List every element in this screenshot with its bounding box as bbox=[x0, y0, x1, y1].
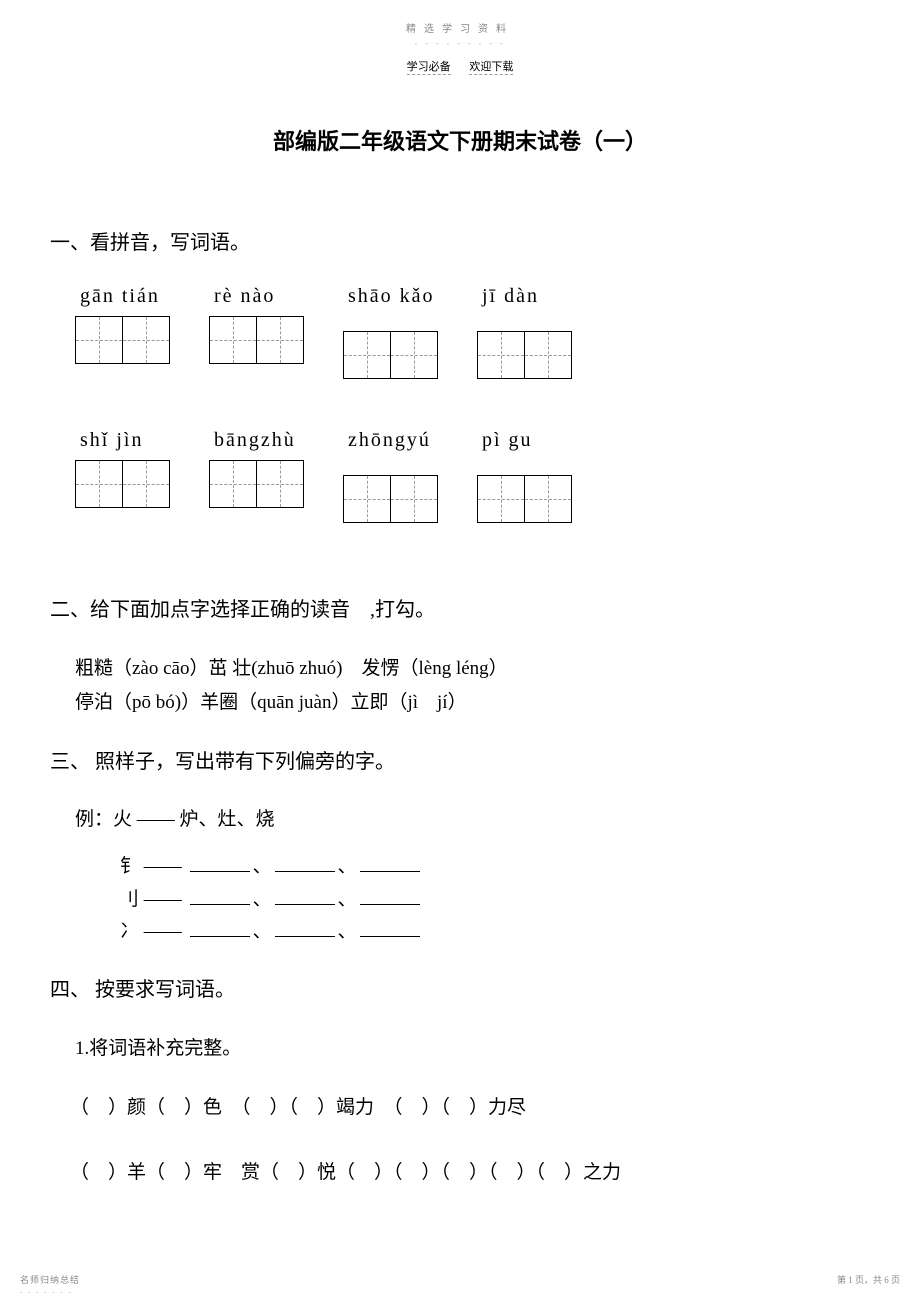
char-box bbox=[343, 475, 391, 523]
section4-line2: （ ）羊（ ）牢 赏（ ）悦（ ）（ ）（ ）（ ）（ ）之力 bbox=[70, 1156, 870, 1190]
section3-example: 例：火 —— 炉、灶、烧 bbox=[75, 804, 870, 831]
pinyin-text: shǐ jìn bbox=[80, 429, 143, 452]
section4-line1: （ ）颜（ ）色 （ ）（ ）竭力 （ ）（ ）力尽 bbox=[70, 1091, 870, 1125]
char-boxes bbox=[477, 475, 571, 523]
pinyin-text: pì gu bbox=[482, 429, 533, 452]
section2-heading: 二、给下面加点字选择正确的读音 ,打勾。 bbox=[50, 593, 870, 622]
pinyin-item: shāo kǎo bbox=[343, 285, 437, 379]
pinyin-text: jī dàn bbox=[482, 285, 539, 308]
char-boxes bbox=[75, 316, 169, 364]
section4-heading: 四、 按要求写词语。 bbox=[50, 973, 870, 1002]
char-box bbox=[122, 460, 170, 508]
section2-line2: 停泊（pō bó)）羊圈（quān juàn）立即（jì jí） bbox=[75, 686, 870, 720]
char-box bbox=[256, 460, 304, 508]
pinyin-item: gān tián bbox=[75, 285, 169, 379]
pinyin-item: bāngzhù bbox=[209, 429, 303, 523]
footer-dots: - - - - - - - bbox=[20, 1288, 73, 1296]
char-box bbox=[390, 331, 438, 379]
char-boxes bbox=[209, 460, 303, 508]
char-box bbox=[524, 475, 572, 523]
pinyin-row-1: gān tián rè nào shāo kǎo jī dàn bbox=[75, 285, 870, 379]
char-box bbox=[209, 460, 257, 508]
document-title: 部编版二年级语文下册期末试卷（一） bbox=[50, 124, 870, 156]
char-box bbox=[343, 331, 391, 379]
char-boxes bbox=[477, 331, 571, 379]
pinyin-item: zhōngyú bbox=[343, 429, 437, 523]
char-box bbox=[390, 475, 438, 523]
top-header: 精选学习资料 bbox=[50, 20, 870, 35]
char-boxes bbox=[343, 475, 437, 523]
char-box bbox=[75, 460, 123, 508]
char-box bbox=[477, 475, 525, 523]
section2-line1: 粗糙（zào cāo）茁 壮(zhuō zhuó) 发愣（lèng léng） bbox=[75, 652, 870, 686]
char-boxes bbox=[209, 316, 303, 364]
pinyin-text: rè nào bbox=[214, 285, 275, 308]
char-box bbox=[122, 316, 170, 364]
radicals: 钅 —— 、、刂 —— 、、冫 —— 、、 bbox=[50, 851, 870, 948]
pinyin-item: shǐ jìn bbox=[75, 429, 169, 523]
pinyin-row-2: shǐ jìn bāngzhù zhōngyú pì gu bbox=[75, 429, 870, 523]
char-boxes bbox=[75, 460, 169, 508]
footer-right: 第 1 页，共 6 页 bbox=[837, 1273, 900, 1286]
pinyin-text: zhōngyú bbox=[348, 429, 431, 452]
pinyin-text: bāngzhù bbox=[214, 429, 296, 452]
radical-line: 刂 —— 、、 bbox=[120, 884, 870, 916]
header-dots: - - - - - - - - - bbox=[50, 39, 870, 48]
section4-sub: 1.将词语补充完整。 bbox=[75, 1032, 870, 1066]
char-box bbox=[477, 331, 525, 379]
pinyin-text: gān tián bbox=[80, 285, 160, 308]
char-box bbox=[524, 331, 572, 379]
pinyin-text: shāo kǎo bbox=[348, 285, 435, 308]
footer: 名师归纳总结 第 1 页，共 6 页 bbox=[0, 1273, 920, 1286]
char-box bbox=[75, 316, 123, 364]
pinyin-item: jī dàn bbox=[477, 285, 571, 379]
section1-heading: 一、看拼音，写词语。 bbox=[50, 226, 870, 255]
pinyin-item: pì gu bbox=[477, 429, 571, 523]
radical-line: 冫 —— 、、 bbox=[120, 916, 870, 948]
sub-right: 欢迎下载 bbox=[469, 61, 513, 75]
char-box bbox=[209, 316, 257, 364]
char-boxes bbox=[343, 331, 437, 379]
section3-heading: 三、 照样子，写出带有下列偏旁的字。 bbox=[50, 745, 870, 774]
char-box bbox=[256, 316, 304, 364]
radical-line: 钅 —— 、、 bbox=[120, 851, 870, 883]
pinyin-item: rè nào bbox=[209, 285, 303, 379]
sub-left: 学习必备 bbox=[407, 61, 451, 75]
sub-header: 学习必备 欢迎下载 bbox=[50, 58, 870, 74]
footer-left: 名师归纳总结 bbox=[20, 1273, 80, 1286]
